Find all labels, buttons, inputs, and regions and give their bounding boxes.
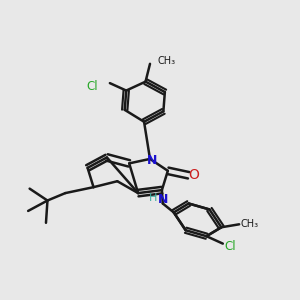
Text: Cl: Cl	[224, 240, 236, 253]
Text: CH₃: CH₃	[158, 56, 175, 66]
Text: Cl: Cl	[86, 80, 98, 93]
Text: H: H	[149, 193, 157, 202]
Text: N: N	[158, 193, 169, 206]
Text: CH₃: CH₃	[241, 219, 259, 229]
Text: N: N	[147, 154, 157, 167]
Text: O: O	[189, 168, 200, 182]
